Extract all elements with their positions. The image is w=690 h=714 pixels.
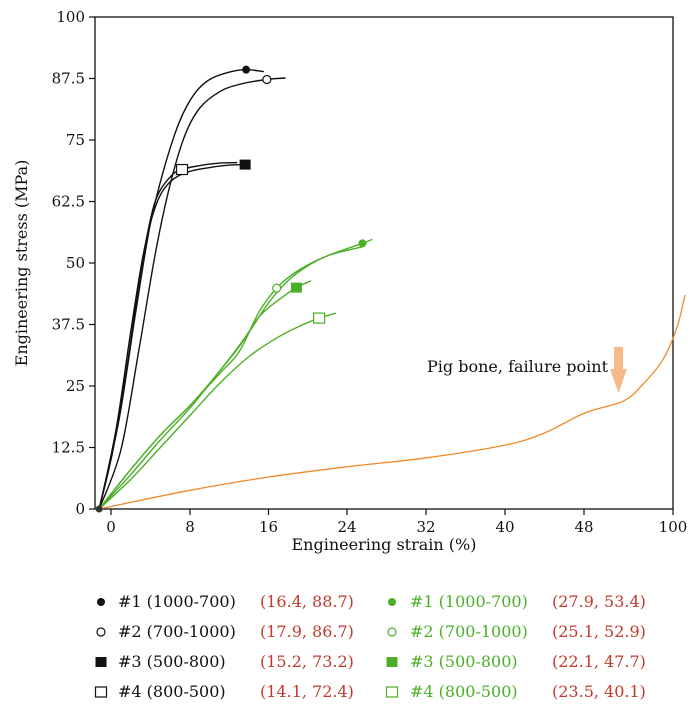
legend-label: #3 (500-800) — [118, 652, 226, 671]
marker-green-7 — [290, 282, 302, 293]
plot-border — [94, 16, 674, 510]
y-tick-label: 87.5 — [52, 70, 85, 88]
legend-value: (17.9, 86.7) — [260, 622, 354, 641]
legend-marker — [388, 598, 396, 606]
legend-value: (15.2, 73.2) — [260, 652, 354, 671]
curves — [98, 68, 686, 510]
legend-value: (16.4, 88.7) — [260, 592, 354, 611]
annotations: Pig bone, failure point — [427, 347, 627, 393]
x-tick-label: 0 — [106, 518, 116, 536]
x-tick-label: 8 — [185, 518, 195, 536]
curve-black-1 — [98, 68, 264, 510]
legend-label: #4 (800-500) — [410, 682, 518, 701]
x-tick-label: 16 — [259, 518, 278, 536]
curve-black-3 — [98, 163, 246, 510]
legend-label: #1 (1000-700) — [410, 592, 528, 611]
legend-value: (25.1, 52.9) — [552, 622, 646, 641]
y-tick-label: 37.5 — [52, 316, 85, 334]
y-tick-label: 0 — [75, 500, 85, 518]
legend-marker — [94, 686, 108, 698]
legend-marker — [97, 598, 105, 606]
x-tick-label: 100 — [659, 518, 688, 536]
legend-value: (27.9, 53.4) — [552, 592, 646, 611]
plot-frame — [94, 16, 674, 510]
curve-green-6 — [98, 246, 363, 510]
legend: #1 (1000-700) (16.4, 88.7) #2 (700-1000) (1… — [94, 592, 646, 701]
marker-green-8 — [312, 312, 326, 324]
curve-green-8 — [98, 312, 337, 510]
pig-bone-annotation: Pig bone, failure point — [427, 357, 609, 376]
marker-green-5 — [358, 239, 367, 248]
curve-black-4 — [98, 161, 238, 510]
x-tick-label: 40 — [495, 518, 514, 536]
failure-arrow-head — [610, 369, 627, 393]
origin-marker — [95, 505, 103, 513]
marker-black-2 — [262, 74, 272, 85]
curve-black-2 — [98, 77, 286, 510]
legend-label: #1 (1000-700) — [118, 592, 236, 611]
y-tick-label: 62.5 — [52, 193, 85, 211]
y-tick-label: 50 — [66, 254, 85, 272]
legend-marker — [386, 657, 398, 667]
x-tick-label: 48 — [574, 518, 593, 536]
legend-marker — [96, 627, 106, 637]
failure-arrow-shaft — [614, 347, 623, 370]
legend-value: (23.5, 40.1) — [552, 682, 646, 701]
legend-label: #2 (700-1000) — [118, 622, 236, 641]
y-tick-label: 12.5 — [52, 439, 85, 457]
curve-green-7 — [98, 280, 312, 510]
legend-label: #3 (500-800) — [410, 652, 518, 671]
y-tick-label: 25 — [66, 377, 85, 395]
y-tick-label: 75 — [66, 131, 85, 149]
marker-black-1 — [242, 65, 251, 74]
legend-marker — [95, 657, 107, 667]
x-tick-label: 24 — [337, 518, 356, 536]
marker-black-4 — [175, 163, 189, 176]
legend-marker — [387, 627, 397, 637]
axes: 0 12.5 25 37.5 50 62.5 75 87.5 100 0 8 16 24 32 40 48 10… — [12, 8, 687, 554]
markers — [95, 65, 367, 513]
x-axis-title: Engineering strain (%) — [291, 535, 476, 554]
marker-black-3 — [239, 159, 251, 170]
legend-value: (14.1, 72.4) — [260, 682, 354, 701]
y-axis-title: Engineering stress (MPa) — [12, 160, 31, 367]
marker-green-6 — [272, 283, 282, 293]
legend-marker — [385, 686, 399, 698]
legend-label: #4 (800-500) — [118, 682, 226, 701]
legend-label: #2 (700-1000) — [410, 622, 528, 641]
y-tick-label: 100 — [56, 8, 85, 26]
legend-value: (22.1, 47.7) — [552, 652, 646, 671]
x-tick-label: 32 — [416, 518, 435, 536]
curve-orange-9 — [99, 294, 686, 510]
